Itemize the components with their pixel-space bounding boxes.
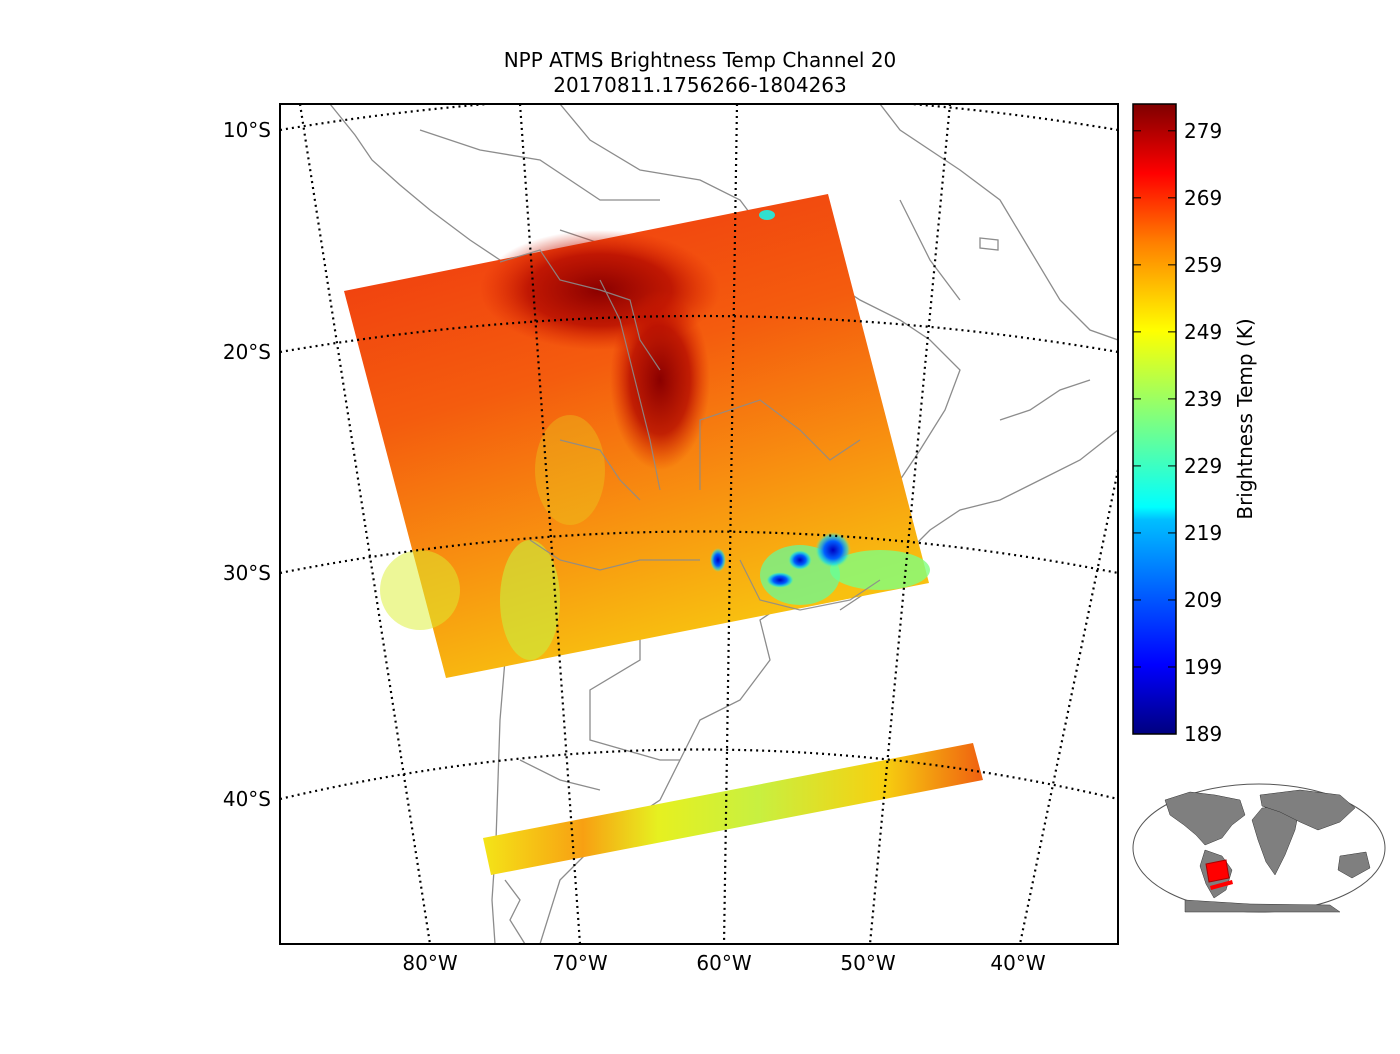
colorbar-tick-label: 219 [1184,521,1222,545]
colorbar-tick-label: 209 [1184,588,1222,612]
colorbar-label: Brightness Temp (K) [1233,318,1257,519]
map-panel [280,104,1118,944]
colorbar-gradient [1132,103,1177,735]
colorbar-tick-label: 269 [1184,186,1222,210]
lon-label-60w: 60°W [696,951,751,975]
lat-label-20s: 20°S [223,340,271,364]
lon-label-50w: 50°W [840,951,895,975]
lon-labels: 80°W 70°W 60°W 50°W 40°W [402,951,1045,975]
inset-swath-marker-south [1210,880,1233,890]
lon-label-80w: 80°W [402,951,457,975]
colorbar-tick-label: 239 [1184,387,1222,411]
chart-title-line1: NPP ATMS Brightness Temp Channel 20 [504,48,897,72]
lat-labels: 10°S 20°S 30°S 40°S [223,118,271,811]
colorbar-tick-label: 199 [1184,655,1222,679]
lon-label-70w: 70°W [552,951,607,975]
colorbar-tick-label: 279 [1184,119,1222,143]
borders [499,249,881,611]
lat-label-40s: 40°S [223,787,271,811]
colorbar-tick-label: 249 [1184,320,1222,344]
colorbar-tick-label: 259 [1184,253,1222,277]
chart-title-line2: 20170811.1756266-1804263 [553,73,847,97]
graticule [280,104,1118,944]
inset-swath-marker [1205,859,1230,883]
lon-label-40w: 40°W [990,951,1045,975]
lat-label-10s: 10°S [223,118,271,142]
map-frame [279,103,1119,945]
colorbar-tick-label: 229 [1184,454,1222,478]
colorbar-tick-label: 189 [1184,722,1222,746]
lat-label-30s: 30°S [223,561,271,585]
swath-south [483,743,983,875]
inset-locator-map [1132,783,1386,913]
colorbar: 279 269 259 249 239 229 219 209 199 189 Brightnes… [1132,103,1257,746]
colorbar-ticks: 279 269 259 249 239 229 219 209 199 189 [1133,119,1222,746]
